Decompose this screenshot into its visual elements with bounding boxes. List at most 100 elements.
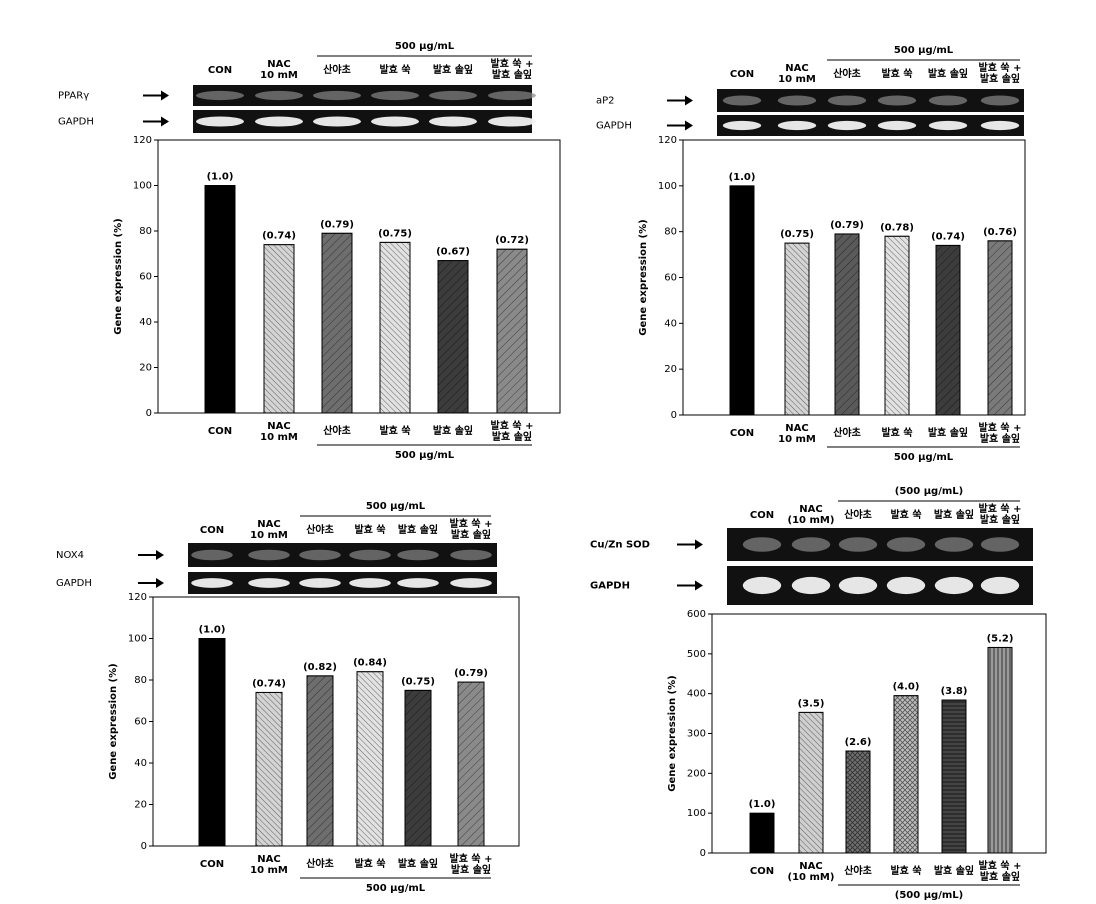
gel-band [877,95,917,106]
blot-lane-label: CON [730,69,754,80]
x-tick-label: NAC 10 mM [250,854,288,876]
value-label: (1.0) [729,172,756,183]
blot-lane-label: NAC 10 mM [778,63,816,85]
y-tick-label: 500 [687,649,706,660]
arrow-head [156,550,164,560]
y-tick-label: 400 [687,689,706,700]
y-axis-label: Gene expression (%) [113,218,124,334]
value-label: (2.6) [845,737,872,748]
arrow-head [156,578,164,588]
gel-band [255,90,303,101]
gel-band [934,576,974,595]
gel-band [742,576,782,595]
gel-band [450,578,492,588]
bar-hatch [893,695,919,854]
arrow-head [695,580,703,591]
gel-band [349,549,391,561]
blot-lane-label: CON [208,65,232,76]
x-tick-label: 산야초 [323,424,351,437]
blot-lane-label: 발효 쑥 [881,67,912,80]
bar-hatch [255,691,283,847]
gel-band [349,578,391,588]
x-tick-label: NAC 10 mM [260,421,298,443]
blot-row-label: GAPDH [590,581,630,592]
bar [749,812,775,854]
value-label: (0.74) [252,678,286,689]
y-tick-label: 0 [141,841,147,852]
group-label: 500 μg/mL [894,45,954,56]
value-label: (1.0) [207,172,234,183]
value-label: (1.0) [199,625,226,636]
bar-hatch [987,646,1013,854]
gel-band [191,549,233,561]
y-tick-label: 100 [133,181,152,192]
gel-band [777,120,817,131]
gel-strip [188,572,497,594]
blot-row-label: NOX4 [56,550,84,561]
gel-band [488,90,536,101]
y-tick-label: 40 [139,317,152,328]
group-label: (500 μg/mL) [895,486,963,497]
gel-band [838,537,878,552]
gel-band [397,549,439,561]
blot-lane-label: 산야초 [323,63,351,76]
group-label: 500 μg/mL [395,450,455,461]
value-label: (0.79) [320,219,354,230]
value-label: (0.67) [436,247,470,258]
blot-lane-label: 발효 쑥 + 발효 솔잎 [979,61,1022,85]
blot-row-label: PPARγ [58,91,89,102]
gel-strip [188,543,497,567]
y-axis-label: Gene expression (%) [108,663,119,779]
y-axis-label: Gene expression (%) [667,675,678,791]
blot-lane-label: 발효 쑥 + 발효 솔잎 [491,57,534,81]
bar-hatch [404,689,432,847]
y-tick-label: 40 [134,758,147,769]
y-axis-label: Gene expression (%) [638,219,649,335]
blot-lane-label: CON [750,510,774,521]
gel-band [827,95,867,106]
gel-band [313,90,361,101]
gel-band [371,116,419,127]
bar-hatch [941,699,967,854]
blot-lane-label: 산야초 [833,67,861,80]
value-label: (0.79) [454,668,488,679]
x-tick-label: 발효 솔잎 [433,424,473,437]
blot-lane-label: 발효 쑥 + 발효 솔잎 [450,517,493,541]
bar-hatch [496,248,528,414]
bar-hatch [437,260,469,414]
blot-lane-label: NAC 10 mM [260,59,298,81]
gel-band [313,116,361,127]
gel-band [248,578,290,588]
y-tick-label: 80 [139,226,152,237]
gel-band [299,549,341,561]
group-label: 500 μg/mL [395,41,455,52]
value-label: (0.84) [353,658,387,669]
y-tick-label: 60 [134,717,147,728]
x-tick-label: 발효 쑥 + 발효 솔잎 [491,419,534,443]
bar [204,185,236,414]
gel-band [196,116,244,127]
y-tick-label: 0 [146,408,152,419]
group-label: 500 μg/mL [366,883,426,894]
bar-hatch [379,241,411,414]
value-label: (0.75) [378,228,412,239]
gel-band [397,578,439,588]
x-tick-label: NAC 10 mM [778,423,816,445]
y-tick-label: 300 [687,729,706,740]
blot-lane-label: NAC 10 mM [250,519,288,541]
gel-band [722,120,762,131]
bar-hatch [306,675,334,847]
blot-lane-label: 산야초 [844,508,872,521]
y-tick-label: 40 [664,318,677,329]
blot-row-label: GAPDH [596,121,632,132]
y-tick-label: 100 [128,634,147,645]
group-label: 500 μg/mL [894,452,954,463]
bar-hatch [784,242,810,416]
value-label: (3.8) [941,686,968,697]
blot-row-label: Cu/Zn SOD [590,540,650,551]
x-tick-label: 발효 쑥 + 발효 솔잎 [450,852,493,876]
blot-row-label: aP2 [596,96,615,107]
y-tick-label: 60 [139,272,152,283]
value-label: (0.75) [780,229,814,240]
x-tick-label: 발효 쑥 [881,426,912,439]
